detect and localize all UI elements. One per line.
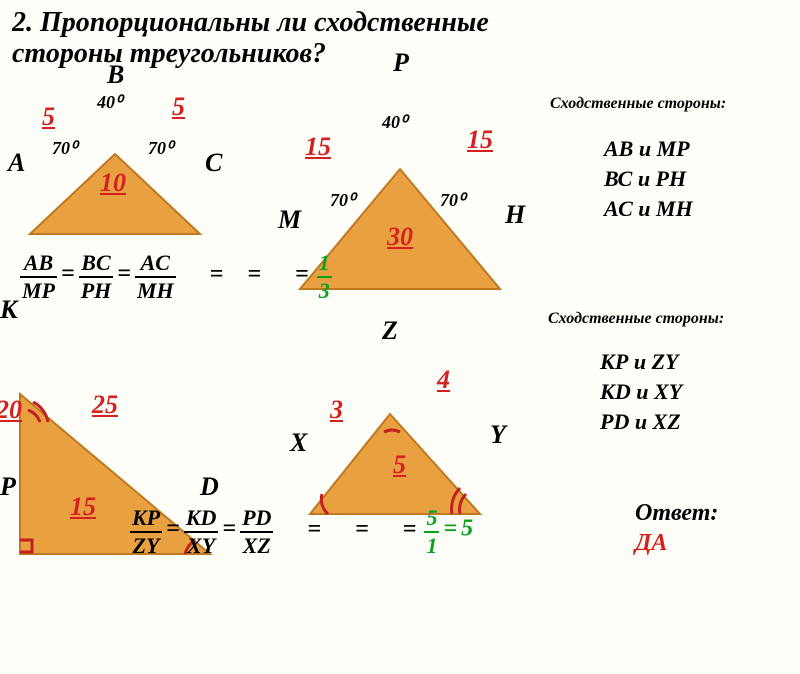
vertex-h: H	[505, 200, 525, 230]
result1-num: 1	[317, 250, 332, 278]
eq2-2: =	[222, 516, 236, 542]
side-ph: 15	[467, 125, 493, 155]
num-kd: KD	[184, 505, 219, 533]
angle-b: 40⁰	[97, 92, 122, 113]
vertex-c: С	[205, 148, 222, 178]
corr2-line1: КР и ZY	[600, 348, 678, 376]
den-mh: MH	[135, 278, 176, 304]
num-ac: AC	[135, 250, 176, 278]
side-ac: 10	[100, 168, 126, 198]
eq2-5: =	[403, 516, 417, 542]
corr2-line2: КD и XY	[600, 378, 682, 406]
num-kp: KP	[130, 505, 162, 533]
num-ab: AB	[20, 250, 57, 278]
vertex-p2: P	[0, 472, 16, 502]
corr-sides-title-2: Сходственные стороны:	[548, 310, 724, 328]
num-bc: BC	[79, 250, 114, 278]
answer-value: ДА	[635, 530, 667, 557]
answer-label: Ответ:	[635, 500, 718, 527]
side-kd: 25	[92, 390, 118, 420]
side-xy: 5	[393, 450, 406, 480]
corr1-line1: АВ и МР	[604, 135, 690, 163]
side-mp: 15	[305, 132, 331, 162]
vertex-y: Y	[490, 420, 506, 450]
den-mp: MP	[20, 278, 57, 304]
result2-num: 5	[424, 505, 439, 533]
eq2-1: =	[166, 516, 180, 542]
corr-sides-title-1: Сходственные стороны:	[550, 95, 726, 113]
side-zy: 4	[437, 365, 450, 395]
frac-bc-ph: BC PH	[79, 250, 114, 304]
title-line2: стороны треугольников?	[12, 38, 326, 69]
vertex-b: В	[107, 60, 124, 90]
den-xy: XY	[184, 533, 219, 559]
vertex-d: D	[200, 472, 219, 502]
result2-den: 1	[424, 533, 439, 559]
ratios-row-1: AB MP = BC PH = AC MH = = = 1 3	[20, 250, 332, 304]
vertex-z: Z	[382, 316, 398, 346]
den-ph: PH	[79, 278, 114, 304]
eq3: =	[210, 261, 224, 287]
eq5: =	[295, 261, 309, 287]
side-bc: 5	[172, 92, 185, 122]
frac-kp-zy: KP ZY	[130, 505, 162, 559]
corr2-line3: PD и XZ	[600, 408, 681, 436]
frac-ac-mh: AC MH	[135, 250, 176, 304]
corr1-line2: ВС и РН	[604, 165, 686, 193]
vertex-a: A	[8, 148, 25, 178]
side-mh: 30	[387, 222, 413, 252]
vertex-k: К	[0, 295, 18, 325]
side-pd: 15	[70, 492, 96, 522]
angle-p: 40⁰	[382, 112, 407, 133]
eq2: =	[117, 261, 131, 287]
eq2-3: =	[307, 516, 321, 542]
eq4: =	[247, 261, 261, 287]
angle-m: 70⁰	[330, 190, 355, 211]
frac-ab-mp: AB MP	[20, 250, 57, 304]
vertex-x: X	[290, 428, 307, 458]
angle-h: 70⁰	[440, 190, 465, 211]
result1-den: 3	[317, 278, 332, 304]
vertex-p: P	[393, 48, 409, 78]
side-xz: 3	[330, 395, 343, 425]
den-xz: XZ	[240, 533, 273, 559]
frac-kd-xy: KD XY	[184, 505, 219, 559]
angle-c: 70⁰	[148, 138, 173, 159]
side-ab: 5	[42, 102, 55, 132]
frac-result-2: 5 1	[424, 505, 439, 559]
side-kp: 20	[0, 395, 22, 425]
frac-pd-xz: PD XZ	[240, 505, 273, 559]
den-zy: ZY	[130, 533, 162, 559]
result2-simple: 5	[461, 516, 473, 542]
vertex-m: M	[278, 205, 301, 235]
figure-canvas	[0, 74, 800, 674]
ratios-row-2: KP ZY = KD XY = PD XZ = = = 5 1 = 5	[130, 505, 473, 559]
title-line1: 2. Пропорциональны ли сходственные	[12, 7, 489, 38]
eq2-4: =	[355, 516, 369, 542]
corr1-line3: АС и МН	[604, 195, 693, 223]
frac-result-1: 1 3	[317, 250, 332, 304]
eq2-6: =	[443, 516, 457, 542]
eq1: =	[61, 261, 75, 287]
angle-a: 70⁰	[52, 138, 77, 159]
num-pd: PD	[240, 505, 273, 533]
